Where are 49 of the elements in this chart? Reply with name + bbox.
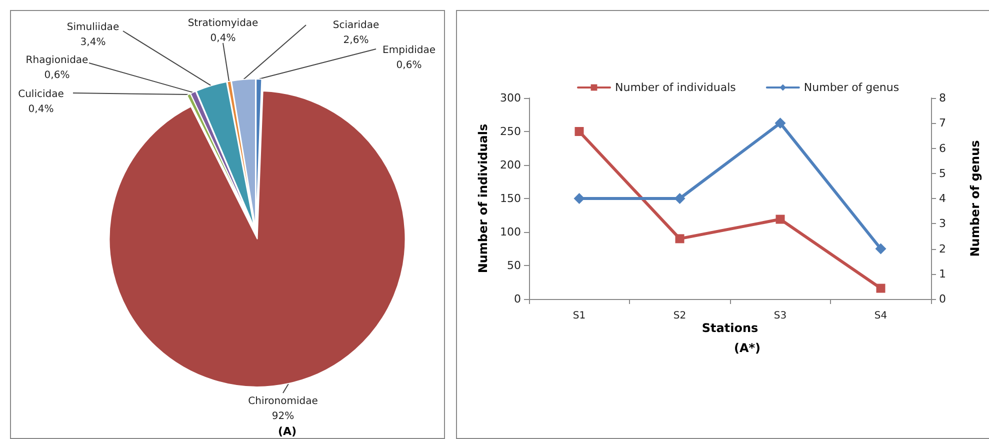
data-label: 0,4% [28,104,54,115]
y2-axis-title: Number of genus [968,140,982,257]
slice-label: Culicidae [18,89,64,100]
point [574,127,584,136]
y-axis-title: Number of individuals [476,124,490,274]
y2-tick-label: 6 [939,142,946,155]
x-tick-label: S3 [774,310,787,322]
legend-label: Number of individuals [615,81,736,94]
point [776,214,785,224]
y-tick-label: 50 [507,259,521,272]
x-tick-label: S2 [673,310,686,322]
slice-label: Rhagionidae [26,55,88,66]
y-tick-label: 250 [500,125,521,138]
slice-label: Empididae [382,45,436,56]
y2-tick-label: 7 [939,116,946,130]
legend-label: Number of genus [804,81,900,94]
data-label: 92% [272,411,294,422]
point [774,118,786,129]
data-label: 0,4% [210,33,236,44]
y-tick-label: 100 [500,226,521,238]
slice-label: Chironomidae [248,396,318,407]
y2-tick-label: 5 [939,166,946,180]
y2-tick-label: 2 [939,242,946,256]
x-tick-label: S1 [572,310,586,322]
x-axis-title: Stations [702,320,758,335]
y2-tick-label: 0 [939,292,946,306]
point [675,234,684,244]
y2-tick-label: 4 [939,192,946,205]
point [574,193,585,204]
data-label: 2,6% [343,35,369,46]
slice-label: Stratiomyidae [188,18,258,29]
point [875,243,886,254]
data-label: 3,4% [80,37,106,48]
data-label: 0,6% [396,60,422,71]
x-tick-label: S4 [874,310,888,322]
text: (A*) [734,341,761,355]
slice-label: Simuliidae [66,22,120,33]
y2-tick-label: 1 [939,267,946,280]
y2-tick-label: 8 [939,92,946,104]
data-label: 0,6% [44,70,70,81]
slice-label: Sciaridae [332,20,380,31]
text: (A) [278,425,297,438]
y-tick-label: 0 [514,292,521,306]
point [876,284,886,293]
y-tick-label: 150 [500,192,521,205]
y-tick-label: 200 [500,158,521,172]
y2-tick-label: 3 [939,217,946,230]
y-tick-label: 300 [500,92,521,104]
point [674,193,686,204]
